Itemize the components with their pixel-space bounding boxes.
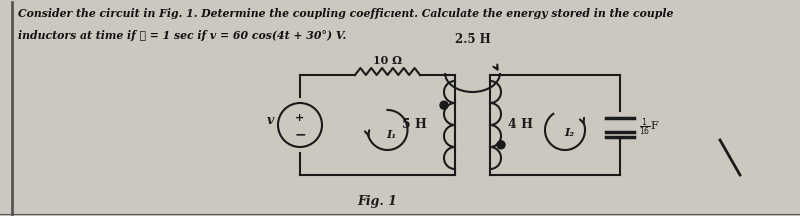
Text: 4 H: 4 H <box>508 119 533 132</box>
Text: −: − <box>294 127 306 141</box>
Text: Fig. 1: Fig. 1 <box>358 195 398 208</box>
Text: 2.5 H: 2.5 H <box>454 33 490 46</box>
Text: $\frac{1}{16}$F: $\frac{1}{16}$F <box>639 116 659 138</box>
Text: 5 H: 5 H <box>402 119 427 132</box>
Text: 10 Ω: 10 Ω <box>373 55 402 66</box>
Text: v: v <box>266 113 274 127</box>
Text: I₂: I₂ <box>564 127 574 138</box>
Text: I₁: I₁ <box>386 129 397 140</box>
Text: Consider the circuit in Fig. 1. Determine the coupling coefficıent. Calculate th: Consider the circuit in Fig. 1. Determin… <box>18 8 674 19</box>
Circle shape <box>497 141 505 149</box>
Text: +: + <box>295 113 305 123</box>
Text: inductors at time if ℓ = 1 sec if v = 60 cos(4t + 30°) V.: inductors at time if ℓ = 1 sec if v = 60… <box>18 30 346 41</box>
Circle shape <box>440 101 448 109</box>
